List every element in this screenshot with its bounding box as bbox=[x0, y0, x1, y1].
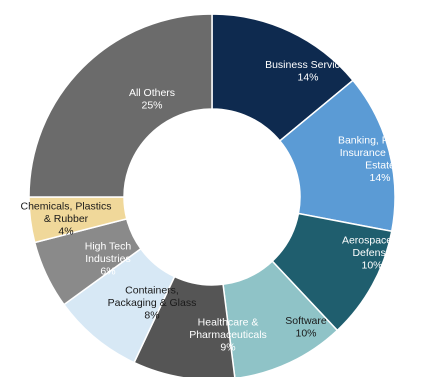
slice-label-line: Containers, bbox=[125, 285, 179, 297]
slice-label-line: Packaging & Glass bbox=[108, 297, 197, 309]
slice-label-line: & Rubber bbox=[44, 213, 89, 225]
slice-label-line: Insurance & Real bbox=[340, 147, 421, 159]
slice-label: Healthcare & Pharmaceuticals 9% bbox=[189, 317, 267, 354]
slice-label-line: 14% bbox=[369, 172, 390, 184]
slice-label-line: 9% bbox=[220, 342, 235, 354]
slice-label-line: Software bbox=[285, 315, 327, 327]
slice-label-line: Business Services bbox=[265, 59, 351, 71]
slice-label-line: 10% bbox=[361, 260, 382, 272]
slice-labels: Business Services 14%Banking, Finance, Ins… bbox=[20, 59, 421, 354]
slice-label-line: 25% bbox=[141, 99, 162, 111]
slice-label-line: 10% bbox=[295, 327, 316, 339]
slice-label: Business Services 14% bbox=[265, 59, 351, 84]
slice-label-line: 6% bbox=[100, 266, 115, 278]
slice-label-line: 14% bbox=[297, 71, 318, 83]
slice-label-line: Aerospace & bbox=[342, 235, 402, 247]
slice-label: Software 10% bbox=[285, 315, 327, 340]
slice-label-line: Banking, Finance, bbox=[338, 134, 421, 146]
slice-label-line: Healthcare & bbox=[198, 317, 259, 329]
slice-label: Containers, Packaging & Glass 8% bbox=[108, 285, 197, 322]
slice-label-line: Estate bbox=[365, 159, 395, 171]
slice-label: Chemicals, Plastics & Rubber 4% bbox=[20, 201, 111, 238]
slice-label-line: 4% bbox=[58, 226, 73, 238]
slice-label-line: Chemicals, Plastics bbox=[20, 201, 111, 213]
slice-label: All Others 25% bbox=[129, 87, 175, 112]
slice-label-line: 8% bbox=[144, 310, 159, 322]
slice-label: Aerospace & Defense 10% bbox=[342, 235, 402, 272]
donut-hole bbox=[124, 109, 300, 285]
slice-label-line: Defense bbox=[352, 247, 391, 259]
slice-label-line: Pharmaceuticals bbox=[189, 329, 267, 341]
slice-label: High Tech Industries 6% bbox=[85, 241, 132, 278]
slice-label-line: All Others bbox=[129, 87, 175, 99]
slice-label-line: High Tech bbox=[85, 241, 132, 253]
slice-label: Banking, Finance, Insurance & Real Estate 1… bbox=[338, 134, 421, 184]
slice-label-line: Industries bbox=[85, 253, 131, 265]
